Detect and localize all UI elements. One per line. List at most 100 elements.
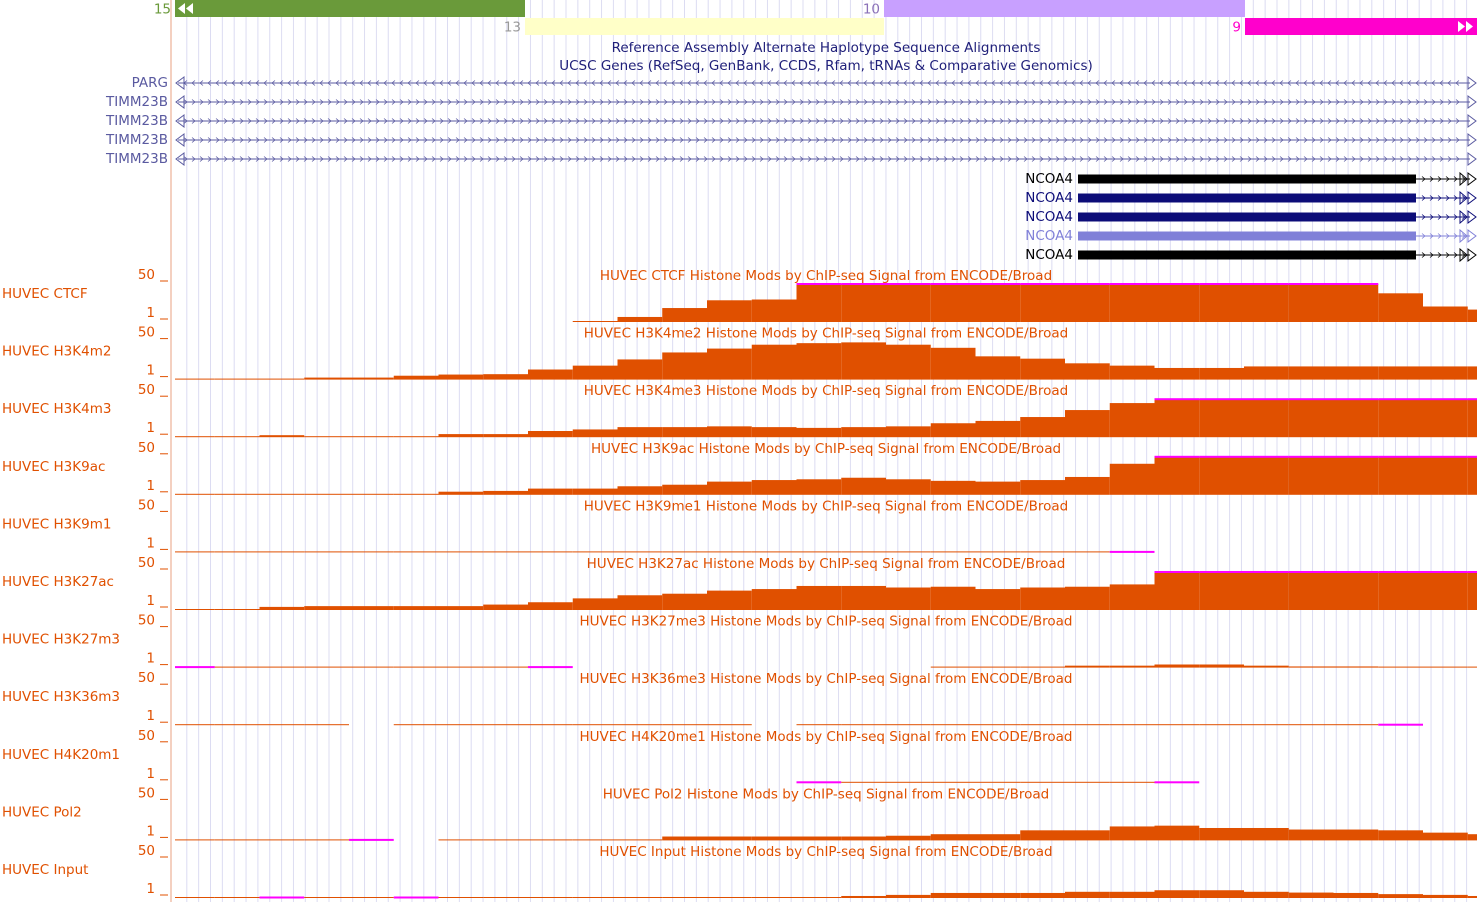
- signal-bar: [1065, 476, 1110, 495]
- signal-bar: [975, 781, 1021, 783]
- signal-bar: [1244, 572, 1289, 610]
- signal-bar: [662, 352, 707, 380]
- signal-clip-high: [1199, 571, 1244, 573]
- signal-bar: [1423, 456, 1468, 495]
- signal-bar: [349, 551, 394, 553]
- signal-bar: [572, 429, 618, 438]
- y-min-label: 1: [146, 305, 155, 321]
- track-title: HUVEC CTCF Histone Mods by ChIP-seq Sign…: [600, 268, 1052, 284]
- signal-bar: [1467, 456, 1477, 495]
- signal-bar: [1199, 890, 1244, 898]
- signal-bar: [349, 666, 394, 668]
- signal-clip-high: [1154, 283, 1200, 285]
- signal-bar: [707, 300, 752, 322]
- signal-bar: [975, 481, 1021, 495]
- strand-chevrons: [183, 156, 1460, 162]
- signal-bar: [662, 308, 707, 322]
- signal-bar: [214, 839, 260, 841]
- strand-chevrons: [183, 118, 1460, 124]
- signal-clip-high: [1154, 398, 1200, 401]
- y-min-label: 1: [146, 420, 155, 436]
- signal-bar: [1109, 463, 1155, 495]
- signal-bar: [1467, 834, 1477, 841]
- signal-bar: [1109, 584, 1155, 610]
- signal-bar: [1333, 572, 1379, 610]
- signal-clip-high: [1288, 571, 1334, 573]
- signal-bar: [393, 375, 439, 380]
- signal-clip-high: [1244, 283, 1289, 285]
- signal-bar: [483, 434, 528, 438]
- gene-exon: [1078, 193, 1416, 203]
- signal-bar: [175, 609, 215, 610]
- signal-bar: [1288, 456, 1334, 495]
- signal-bar: [259, 493, 305, 495]
- y-min-label: 1: [146, 651, 155, 667]
- y-min-label: 1: [146, 535, 155, 551]
- signal-bar: [483, 897, 528, 898]
- signal-bar: [1244, 366, 1289, 380]
- gene-exon: [1078, 174, 1416, 184]
- signal-bar: [751, 480, 797, 495]
- signal-bar: [393, 551, 439, 553]
- signal-bar: [214, 436, 260, 438]
- signal-bar: [528, 551, 573, 553]
- signal-bar: [886, 781, 931, 783]
- signal-bar: [1333, 284, 1379, 322]
- signal-bar: [1065, 410, 1110, 438]
- signal-bar: [1423, 894, 1468, 898]
- signal-clip-high: [1244, 455, 1289, 458]
- signal-bar: [617, 724, 663, 726]
- signal-bar: [175, 551, 215, 553]
- signal-bar: [393, 666, 439, 668]
- gene-label: TIMM23B: [105, 113, 168, 129]
- track-label: HUVEC H3K36m3: [2, 689, 120, 705]
- signal-bar: [1020, 480, 1065, 495]
- signal-bar: [572, 321, 618, 322]
- signal-bar: [1244, 827, 1289, 841]
- signal-bar: [1288, 724, 1334, 726]
- signal-bar: [886, 479, 931, 495]
- y-min-label: 1: [146, 766, 155, 782]
- signal-bar: [1288, 666, 1334, 668]
- signal-bar: [975, 589, 1021, 610]
- track-title: HUVEC Input Histone Mods by ChIP-seq Sig…: [599, 844, 1052, 860]
- signal-bar: [349, 377, 394, 380]
- signal-bar: [259, 435, 305, 438]
- gene-label: NCOA4: [1025, 247, 1073, 263]
- signal-clip-high: [1333, 571, 1379, 573]
- signal-bar: [1065, 724, 1110, 726]
- y-max-label: 50: [138, 728, 155, 744]
- signal-bar: [1154, 284, 1200, 322]
- signal-bar: [1333, 456, 1379, 495]
- signal-bar: [886, 284, 931, 322]
- signal-bar: [1199, 572, 1244, 610]
- signal-bar: [483, 839, 528, 841]
- signal-clip-high: [1378, 571, 1423, 573]
- signal-bar: [751, 836, 797, 841]
- band-label: 13: [504, 20, 521, 36]
- y-max-label: 50: [138, 843, 155, 859]
- strand-chevrons: [183, 99, 1460, 105]
- signal-bar: [175, 493, 215, 495]
- signal-bar: [662, 427, 707, 438]
- signal-bar: [1288, 366, 1334, 380]
- gene-end: [1459, 247, 1477, 263]
- gene-end: [1459, 209, 1477, 225]
- signal-bar: [796, 836, 842, 841]
- track-label: HUVEC CTCF: [2, 286, 88, 302]
- signal-bar: [930, 423, 976, 438]
- signal-bar: [175, 436, 215, 438]
- strand-chevrons: [1421, 176, 1466, 182]
- signal-bar: [707, 426, 752, 438]
- signal-bar: [1199, 399, 1244, 438]
- track-title: HUVEC H3K36me3 Histone Mods by ChIP-seq …: [579, 671, 1072, 687]
- signal-bar: [349, 606, 394, 610]
- signal-bar: [1378, 666, 1423, 668]
- signal-bar: [841, 284, 886, 322]
- signal-bar: [930, 834, 976, 841]
- signal-bar: [662, 551, 707, 553]
- strand-chevrons: [183, 137, 1460, 143]
- signal-bar: [707, 481, 752, 495]
- signal-bar: [751, 427, 797, 438]
